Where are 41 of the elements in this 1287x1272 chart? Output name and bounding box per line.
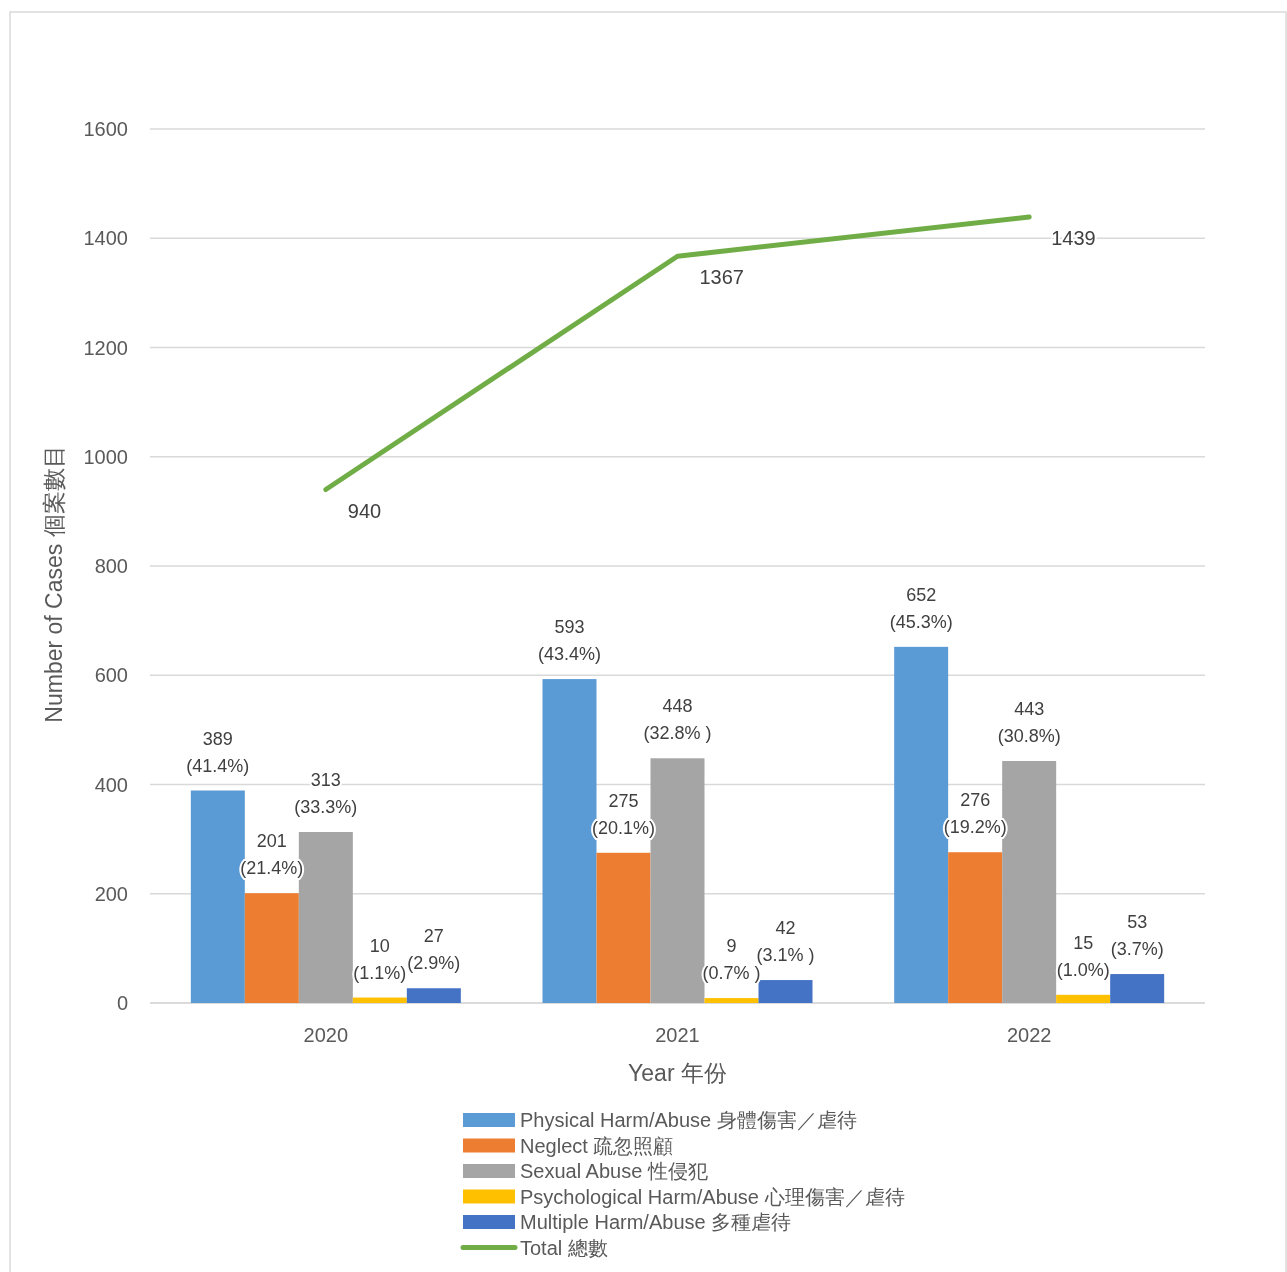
y-tick-label: 0 xyxy=(116,992,128,1014)
x-tick-label: 2021 xyxy=(655,1024,700,1046)
data-label: 652 (45.3%) xyxy=(889,584,953,632)
legend-label: Sexual Abuse 性侵犯 xyxy=(520,1160,708,1182)
x-tick-label: 2022 xyxy=(1006,1024,1052,1046)
data-label: 593 (43.4%) xyxy=(537,617,602,665)
x-tick-label: 2020 xyxy=(303,1024,349,1046)
data-label: 10 (1.1%) xyxy=(353,935,407,983)
legend-label: Multiple Harm/Abuse 多種虐待 xyxy=(520,1211,792,1233)
data-label: 53 (3.7%) xyxy=(1110,912,1164,960)
y-tick-label: 600 xyxy=(94,664,128,687)
data-label: 27 (2.9%) xyxy=(407,926,461,974)
y-tick-label: 800 xyxy=(94,555,128,577)
y-tick-label: 1200 xyxy=(83,336,128,359)
data-label: 313 (33.3%) xyxy=(294,770,358,818)
y-tick-label: 1000 xyxy=(83,445,128,468)
y-tick-label: 400 xyxy=(94,773,128,796)
legend-label: Physical Harm/Abuse 身體傷害／虐待 xyxy=(520,1109,857,1131)
data-label: 448 (32.8% ) xyxy=(643,696,712,744)
y-tick-label: 1600 xyxy=(83,118,128,140)
bar xyxy=(596,852,651,1003)
data-label: 940 xyxy=(347,499,382,522)
bar xyxy=(406,988,461,1003)
data-label: 443 (30.8%) xyxy=(997,699,1061,747)
y-tick-label: 1400 xyxy=(83,227,128,250)
legend-label: Neglect 疏忽照顧 xyxy=(520,1134,674,1157)
bar xyxy=(352,997,407,1003)
data-label: 15 (1.0%) xyxy=(1056,932,1110,980)
bar xyxy=(1110,974,1165,1003)
data-label: 1439 xyxy=(1051,226,1096,249)
bar xyxy=(1056,994,1111,1003)
legend-label: Psychological Harm/Abuse 心理傷害／虐待 xyxy=(520,1185,905,1208)
data-label: 389 (41.4%) xyxy=(186,728,250,776)
bar xyxy=(948,852,1003,1003)
y-tick-label: 200 xyxy=(94,882,128,905)
data-label: 1367 xyxy=(699,266,744,289)
bar xyxy=(704,998,759,1003)
legend-label: Total 總數 xyxy=(520,1236,608,1259)
x-axis-title: Year 年份 xyxy=(628,1060,727,1086)
y-axis-title: Number of Cases 個案數目 xyxy=(41,445,67,723)
bar xyxy=(244,893,299,1003)
